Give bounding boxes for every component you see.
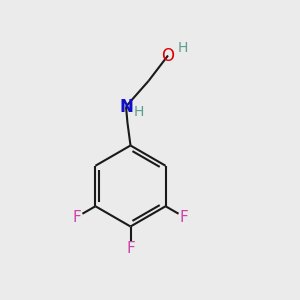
Text: H: H: [177, 41, 188, 55]
Text: H: H: [134, 105, 144, 119]
Text: F: F: [126, 241, 135, 256]
Text: N: N: [119, 98, 133, 116]
Text: F: F: [72, 209, 81, 224]
Text: O: O: [161, 46, 175, 64]
Text: F: F: [180, 209, 189, 224]
